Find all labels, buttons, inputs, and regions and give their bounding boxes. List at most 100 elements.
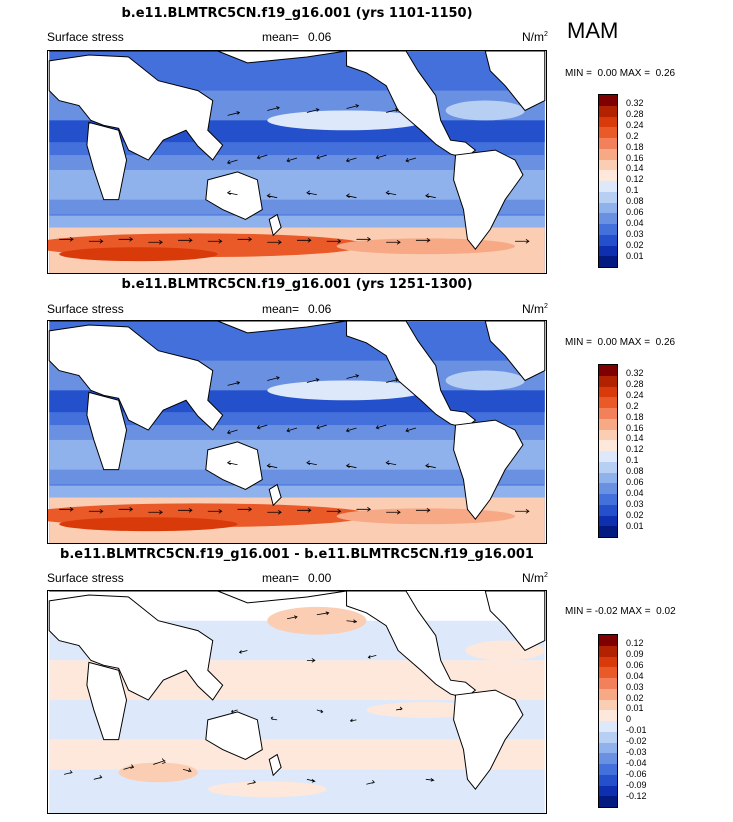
variable-label: Surface stress [47,571,124,585]
colorbar-tick-label: 0.04 [626,670,644,681]
colorbar-tick-label: 0.18 [626,411,644,422]
colorbar-swatch [599,774,617,786]
colorbar-tick-label: 0.24 [626,119,644,130]
colorbar-labels: 0.12 0.09 0.06 0.04 0.03 0.02 0.01 0 -0.01 -0.02-… [626,638,647,802]
colorbar-tick-label: -0.03 [626,747,647,758]
colorbar [598,634,618,808]
colorbar-swatch [599,375,617,387]
colorbar-tick-label: 0.02 [626,509,644,520]
mean-value: 0.06 [308,302,332,316]
colorbar-tick-label: 0.18 [626,141,644,152]
colorbar-swatch [599,105,617,117]
wind-vectors [59,104,530,245]
colorbar-tick-label: 0.08 [626,196,644,207]
colorbar-tick-label: 0.04 [626,217,644,228]
colorbar-tick-label: 0.03 [626,681,644,692]
colorbar-swatch [599,645,617,657]
colorbar-tick-label: -0.02 [626,736,647,747]
mean-label: mean= [262,571,300,585]
colorbar-tick-label: 0.03 [626,228,644,239]
colorbar-swatch [599,224,617,235]
colorbar-tick-label: 0.06 [626,477,644,488]
min-max-readout: MIN = 0.00 MAX = 0.26 [565,68,676,79]
colorbar-swatch [599,408,617,419]
wind-vectors [64,611,435,785]
colorbar-swatch [599,742,617,754]
map-plot [47,50,547,274]
colorbar-swatch [599,515,617,527]
colorbar-tick-label: 0.28 [626,108,644,119]
land [48,321,546,521]
mean-value: 0.06 [308,30,332,44]
colorbar-swatch [599,451,617,462]
units-label: N/m2 [522,302,548,316]
colorbar-swatch [599,386,617,398]
mean-value: 0.00 [308,571,332,585]
variable-label: Surface stress [47,302,124,316]
colorbar-swatch [599,483,617,494]
colorbar-tick-label: 0.12 [626,174,644,185]
colorbar-tick-label: 0.14 [626,163,644,174]
colorbar-tick-label: 0.08 [626,466,644,477]
colorbar-swatch [599,429,617,441]
colorbar-swatch [599,170,617,181]
land [48,51,546,251]
colorbar-swatch [599,764,617,775]
colorbar-swatch [599,148,617,160]
colorbar-swatch [599,731,617,743]
colorbar-tick-label: 0.32 [626,98,644,108]
colorbar-labels: 0.32 0.28 0.24 0.2 0.18 0.16 0.14 0.12 0.1 0.08 0.… [626,98,644,262]
colorbar-swatch [599,710,617,721]
colorbar-swatch [599,234,617,246]
min-max-readout: MIN = 0.00 MAX = 0.26 [565,337,676,348]
season-label: MAM [567,18,619,43]
min-max-readout: MIN = -0.02 MAX = 0.02 [565,606,676,617]
colorbar [598,94,618,268]
colorbar-tick-label: 0.01 [626,703,644,714]
panel-title: b.e11.BLMTRC5CN.f19_g16.001 - b.e11.BLMT… [60,547,534,562]
colorbar-swatch [599,191,617,203]
units-label: N/m2 [522,571,548,585]
panel-title: b.e11.BLMTRC5CN.f19_g16.001 (yrs 1101-11… [121,6,473,21]
colorbar-swatch [599,635,617,646]
colorbar-tick-label: -0.06 [626,768,647,779]
variable-label: Surface stress [47,30,124,44]
panel-title: b.e11.BLMTRC5CN.f19_g16.001 (yrs 1251-13… [121,277,473,292]
colorbar-tick-label: 0.24 [626,389,644,400]
colorbar-tick-label: 0.16 [626,422,644,433]
map-plot [47,590,547,814]
colorbar-tick-label: 0.06 [626,207,644,218]
map-svg [48,321,546,543]
colorbar-tick-label: 0.1 [626,455,639,466]
colorbar-swatch [599,472,617,484]
colorbar-swatch [599,116,617,128]
colorbar-swatch [599,678,617,689]
colorbar-tick-label: 0.06 [626,659,644,670]
land [48,591,546,791]
colorbar-swatch [599,127,617,138]
colorbar-swatch [599,461,617,473]
colorbar-swatch [599,785,617,797]
colorbar-swatch [599,159,617,171]
colorbar-tick-label: 0.12 [626,444,644,455]
colorbar-tick-label: 0.32 [626,368,644,378]
mean-label: mean= [262,30,300,44]
mean-label: mean= [262,302,300,316]
colorbar-swatch [599,796,617,807]
map-svg [48,591,546,813]
colorbar-tick-label: 0.16 [626,152,644,163]
colorbar-tick-label: -0.12 [626,790,647,801]
map-svg [48,51,546,273]
colorbar-tick-label: -0.04 [626,757,647,768]
colorbar-swatch [599,213,617,224]
colorbar-swatch [599,365,617,376]
colorbar-swatch [599,181,617,192]
wind-vectors [59,374,530,515]
units-label: N/m2 [522,30,548,44]
colorbar-tick-label: 0.1 [626,185,639,196]
colorbar-swatch [599,138,617,149]
colorbar-tick-label: 0.2 [626,130,639,141]
colorbar-swatch [599,753,617,764]
colorbar-swatch [599,418,617,430]
colorbar-tick-label: -0.01 [626,725,647,736]
